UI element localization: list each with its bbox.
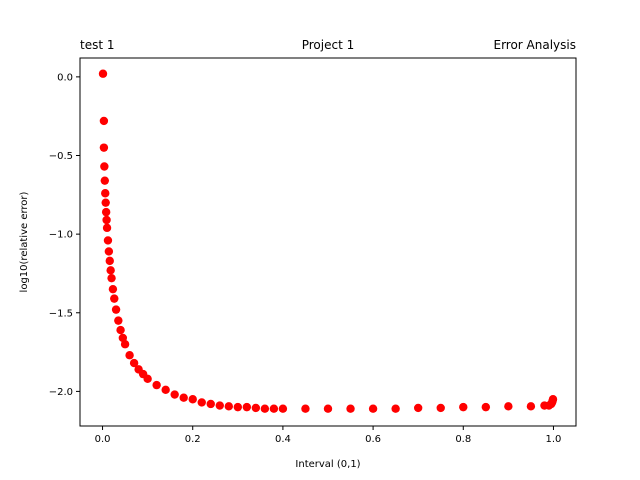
data-point (481, 402, 491, 412)
x-axis-ticks: 0.0 0.2 0.4 0.6 0.8 1.0 (95, 426, 562, 445)
title-right: Error Analysis (493, 38, 576, 52)
data-point (101, 207, 111, 217)
y-tick-label: −1.0 (49, 230, 73, 241)
data-point (197, 398, 206, 407)
data-point (105, 256, 114, 266)
data-point (101, 189, 110, 198)
data-point (346, 404, 355, 413)
data-point (143, 374, 152, 384)
x-tick-label: 0.6 (365, 434, 381, 445)
data-point (102, 215, 111, 225)
data-point (233, 402, 243, 412)
plot-frame (79, 57, 577, 427)
x-axis-label: Interval (0,1) (295, 459, 360, 470)
data-point (188, 395, 197, 404)
data-point (100, 176, 110, 185)
data-point (161, 385, 170, 395)
x-tick-label: 0.0 (95, 434, 111, 445)
data-point (224, 402, 233, 411)
data-point (100, 162, 109, 171)
y-axis-label: log10(relative error) (19, 191, 30, 292)
title-left: test 1 (80, 38, 115, 52)
data-point (111, 305, 121, 314)
data-point (459, 402, 468, 412)
data-point (215, 401, 224, 410)
data-point (504, 402, 513, 411)
data-point (125, 351, 134, 360)
data-point (301, 404, 310, 413)
data-point (170, 390, 179, 399)
scatter-points (98, 69, 558, 413)
data-point (251, 403, 261, 413)
data-point (110, 294, 119, 303)
data-point (391, 404, 400, 413)
data-point (242, 402, 252, 412)
x-tick-label: 0.4 (275, 434, 291, 445)
data-point (106, 266, 115, 275)
y-tick-label: −2.0 (49, 387, 73, 398)
x-tick-label: 1.0 (546, 434, 562, 445)
data-point (120, 340, 130, 349)
title-center: Project 1 (302, 38, 355, 52)
data-point (102, 223, 112, 233)
data-point (413, 403, 423, 413)
data-point (108, 284, 118, 294)
data-point (99, 143, 109, 152)
data-point (103, 236, 113, 245)
data-point (368, 404, 378, 413)
data-point (269, 404, 279, 413)
data-point (107, 273, 116, 283)
x-tick-label: 0.8 (455, 434, 471, 445)
data-point (548, 395, 558, 404)
y-axis-ticks: 0.0 −0.5 −1.0 −1.5 −2.0 (49, 72, 80, 398)
y-tick-label: −0.5 (49, 151, 73, 162)
y-tick-label: 0.0 (57, 72, 73, 83)
data-point (206, 399, 215, 409)
data-point (99, 116, 109, 126)
data-point (179, 393, 188, 402)
data-point (98, 69, 108, 78)
data-point (116, 325, 125, 335)
data-point (436, 403, 445, 413)
y-tick-label: −1.5 (49, 308, 73, 319)
data-point (101, 198, 110, 207)
data-point (278, 404, 288, 413)
x-tick-label: 0.2 (185, 434, 201, 445)
data-point (104, 247, 114, 256)
data-point (526, 402, 536, 411)
data-point (152, 380, 161, 390)
data-point (260, 404, 270, 413)
data-point (114, 316, 123, 325)
data-point (129, 358, 139, 368)
data-point (323, 404, 333, 413)
